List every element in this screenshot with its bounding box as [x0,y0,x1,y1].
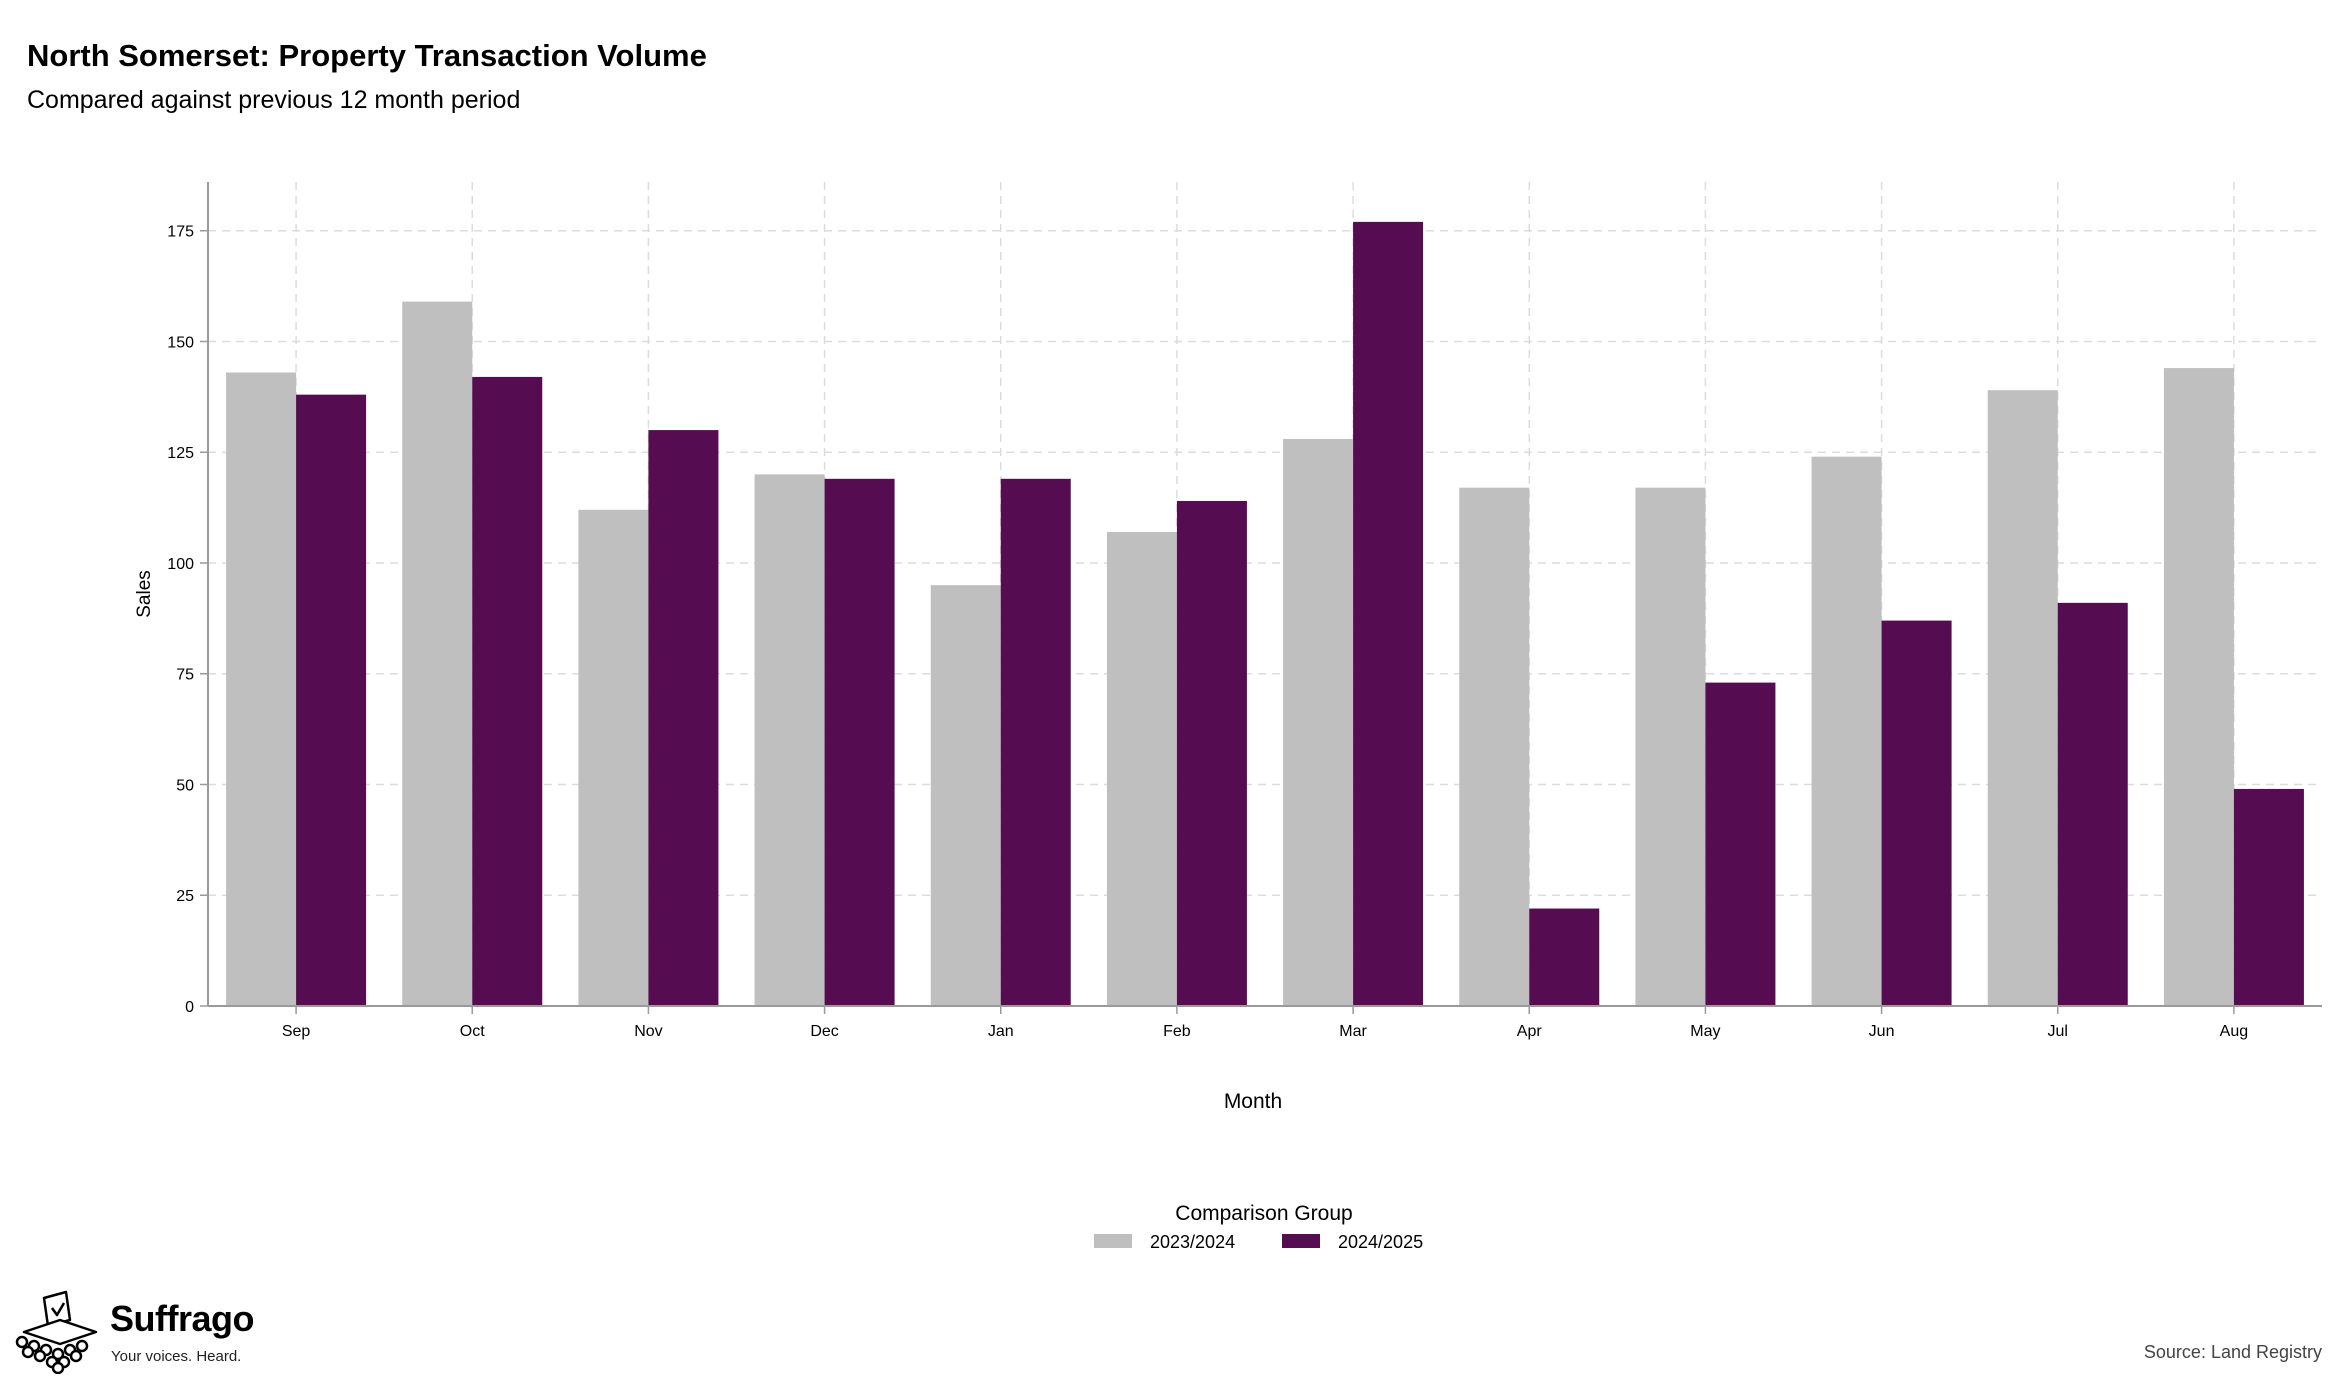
axis-labels: 0 25 50 75 100 125 150 175 Sep Oct Nov Dec Jan Feb Mar… [134,224,2248,1113]
bar-2024-2025-jun [1881,620,1952,1006]
x-tick-label: May [1690,1023,1720,1040]
bar-2024-2025-mar [1353,221,1424,1006]
brand-name: Suffrago [110,1298,255,1339]
bar-2024-2025-feb [1176,500,1247,1006]
legend-swatch [1282,1234,1320,1248]
bar-2024-2025-aug [2233,788,2304,1006]
y-tick-label: 175 [167,224,194,241]
y-tick-label: 150 [167,334,194,351]
ballot-box-icon [15,1290,98,1374]
bar-2024-2025-oct [472,376,543,1006]
x-axis-title: Month [1224,1090,1282,1113]
bar-2023-2024-jun [1811,456,1882,1007]
x-tick-label: Jul [2048,1023,2068,1040]
bar-2023-2024-aug [2163,368,2234,1006]
bar-2024-2025-dec [824,478,895,1006]
bar-2024-2025-sep [296,394,367,1007]
axes [200,182,2322,1014]
chart-title: North Somerset: Property Transaction Vol… [27,38,707,73]
bar-2023-2024-jul [1987,390,2058,1006]
x-tick-label: Jun [1869,1023,1895,1040]
bars [226,221,2304,1007]
bar-2023-2024-dec [754,474,825,1006]
bar-2024-2025-may [1705,682,1776,1006]
y-tick-label: 0 [185,999,194,1016]
x-tick-label: Mar [1339,1023,1367,1040]
bar-2024-2025-nov [648,430,719,1006]
brand-logo: Suffrago Your voices. Heard. [14,1290,274,1380]
bar-2024-2025-jan [1000,478,1071,1006]
y-tick-label: 75 [176,667,194,684]
legend-title: Comparison Group [1175,1202,1352,1225]
legend-swatch [1094,1234,1132,1248]
x-tick-label: Nov [634,1023,662,1040]
chart-subtitle: Compared against previous 12 month perio… [27,86,521,114]
source-note: Source: Land Registry [2143,1342,2322,1362]
bar-2024-2025-apr [1529,908,1600,1006]
bar-2023-2024-oct [402,301,473,1006]
y-tick-label: 25 [176,888,194,905]
y-axis-title: Sales [134,570,155,618]
x-tick-label: Apr [1517,1023,1543,1040]
brand-tagline: Your voices. Heard. [111,1348,242,1365]
bar-2023-2024-may [1635,487,1706,1006]
bar-2023-2024-mar [1283,438,1354,1006]
x-tick-label: Aug [2220,1023,2248,1040]
x-tick-label: Dec [810,1023,838,1040]
bar-2023-2024-feb [1106,531,1177,1006]
legend-label: 2024/2025 [1338,1232,1423,1252]
x-tick-label: Oct [460,1023,485,1040]
x-tick-label: Jan [988,1023,1014,1040]
y-tick-label: 50 [176,777,194,794]
bar-2023-2024-nov [578,509,649,1006]
x-tick-label: Sep [282,1023,311,1040]
bar-2023-2024-jan [930,585,1001,1006]
bar-2023-2024-apr [1459,487,1530,1006]
y-tick-label: 100 [167,556,194,573]
bar-2023-2024-sep [226,372,297,1006]
x-tick-label: Feb [1163,1023,1191,1040]
legend-label: 2023/2024 [1150,1232,1235,1252]
y-tick-label: 125 [167,445,194,462]
bar-2024-2025-jul [2057,602,2128,1006]
legend: Comparison Group 2023/2024 2024/2025 [1094,1202,1423,1252]
